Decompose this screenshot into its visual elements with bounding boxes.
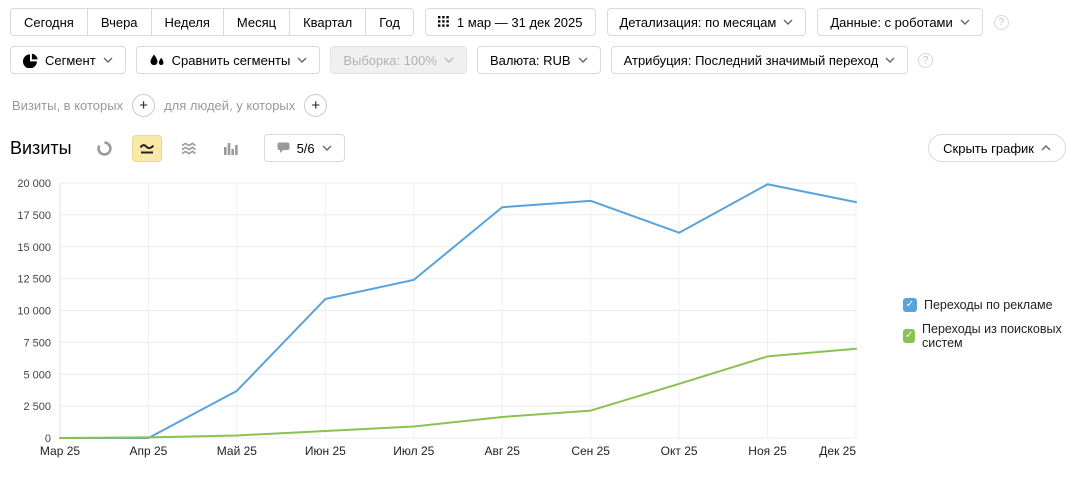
legend-label: Переходы по рекламе (924, 298, 1053, 312)
attribution-dropdown[interactable]: Атрибуция: Последний значимый переход (610, 46, 909, 74)
stacked-area-icon (181, 141, 197, 155)
chart-type-pie-button[interactable] (90, 135, 120, 162)
compare-drops-icon (149, 54, 165, 67)
chevron-down-icon (297, 57, 307, 63)
currency-label: Валюта: RUB (489, 52, 571, 68)
chart-title: Визиты (10, 137, 72, 158)
chevron-down-icon (885, 57, 895, 63)
chevron-down-icon (783, 19, 793, 25)
currency-dropdown[interactable]: Валюта: RUB (476, 46, 601, 74)
detail-label: Детализация: по месяцам (619, 14, 777, 30)
toolbar-filter-row: Сегмент Сравнить сегменты Выборка: 100% … (0, 36, 1080, 74)
hide-chart-button[interactable]: Скрыть график (928, 134, 1066, 162)
chevron-down-icon (960, 19, 970, 25)
svg-text:10 000: 10 000 (17, 306, 51, 318)
conditions-row: Визиты, в которых + для людей, у которых… (0, 74, 1080, 117)
svg-text:Мар 25: Мар 25 (40, 444, 80, 458)
segment-dropdown[interactable]: Сегмент (10, 46, 126, 74)
visits-condition-label: Визиты, в которых (12, 98, 124, 113)
svg-text:20 000: 20 000 (17, 178, 51, 190)
svg-text:Авг 25: Авг 25 (485, 444, 521, 458)
chevron-down-icon (322, 145, 332, 151)
legend-label: Переходы из поисковых систем (922, 322, 1062, 350)
segment-pie-icon (23, 53, 38, 68)
sampling-dropdown: Выборка: 100% (330, 46, 467, 74)
comments-count-label: 5/6 (296, 140, 315, 156)
svg-text:7 500: 7 500 (23, 337, 51, 349)
chevron-down-icon (103, 57, 113, 63)
donut-chart-icon (97, 140, 112, 156)
svg-text:Ноя 25: Ноя 25 (748, 444, 787, 458)
chevron-down-icon (578, 57, 588, 63)
svg-text:0: 0 (45, 433, 51, 445)
visits-chart: Мар 25 Апр 25 Май 25 Июн 25 Июл 25 Авг 25 Сен … (17, 178, 857, 458)
chart-section: Мар 25 Апр 25 Май 25 Июн 25 Июл 25 Авг 25 Сен … (0, 178, 1080, 473)
compare-segments-label: Сравнить сегменты (171, 52, 291, 68)
add-visit-condition-button[interactable]: + (132, 94, 156, 117)
period-month-button[interactable]: Месяц (222, 8, 291, 36)
period-quarter-button[interactable]: Квартал (289, 8, 367, 36)
data-mode-dropdown[interactable]: Данные: с роботами (817, 8, 983, 36)
svg-text:Дек 25: Дек 25 (819, 444, 856, 458)
line-chart-icon (139, 142, 155, 155)
calendar-icon (437, 16, 450, 28)
period-today-button[interactable]: Сегодня (10, 8, 88, 36)
svg-text:Июл 25: Июл 25 (393, 444, 434, 458)
chart-type-line-button[interactable] (131, 134, 162, 162)
data-mode-label: Данные: с роботами (830, 14, 953, 30)
legend-item-search[interactable]: ✓ Переходы из поисковых систем (903, 322, 1080, 350)
checkbox-checked-icon[interactable]: ✓ (903, 329, 916, 343)
period-week-button[interactable]: Неделя (150, 8, 224, 36)
svg-text:15 000: 15 000 (17, 242, 51, 254)
bar-chart-icon (223, 141, 238, 155)
svg-text:Окт 25: Окт 25 (661, 444, 698, 458)
legend-item-ads[interactable]: ✓ Переходы по рекламе (903, 298, 1080, 312)
comments-dropdown[interactable]: 5/6 (263, 134, 345, 162)
chart-header: Визиты (0, 117, 1080, 162)
svg-text:17 500: 17 500 (17, 210, 51, 222)
chevron-down-icon (444, 57, 454, 63)
chart-type-stacked-button[interactable] (174, 135, 204, 162)
svg-text:Апр 25: Апр 25 (130, 444, 168, 458)
svg-text:Май 25: Май 25 (217, 444, 258, 458)
date-range-label: 1 мар — 31 дек 2025 (456, 14, 583, 30)
chart-type-columns-button[interactable] (216, 135, 246, 162)
sampling-label: Выборка: 100% (343, 52, 437, 68)
people-condition-label: для людей, у которых (164, 98, 296, 113)
chevron-up-icon (1041, 145, 1051, 151)
help-icon[interactable]: ? (993, 14, 1009, 30)
period-year-button[interactable]: Год (365, 8, 414, 36)
add-people-condition-button[interactable]: + (304, 94, 328, 117)
help-icon[interactable]: ? (918, 52, 934, 68)
toolbar-period-row: Сегодня Вчера Неделя Месяц Квартал Год 1… (0, 0, 1080, 36)
svg-text:Сен 25: Сен 25 (571, 444, 610, 458)
checkbox-checked-icon[interactable]: ✓ (903, 298, 917, 312)
svg-text:12 500: 12 500 (17, 274, 51, 286)
period-yesterday-button[interactable]: Вчера (86, 8, 152, 36)
comment-bubble-icon (277, 142, 290, 154)
detail-dropdown[interactable]: Детализация: по месяцам (606, 8, 807, 36)
compare-segments-dropdown[interactable]: Сравнить сегменты (135, 46, 321, 74)
period-segmented-control: Сегодня Вчера Неделя Месяц Квартал Год (10, 8, 414, 36)
attribution-label: Атрибуция: Последний значимый переход (623, 52, 879, 68)
hide-chart-label: Скрыть график (943, 140, 1034, 156)
svg-text:5 000: 5 000 (23, 369, 51, 381)
date-range-button[interactable]: 1 мар — 31 дек 2025 (424, 8, 596, 36)
segment-label: Сегмент (45, 52, 96, 68)
svg-text:Июн 25: Июн 25 (305, 444, 346, 458)
svg-text:2 500: 2 500 (23, 401, 51, 413)
chart-legend: ✓ Переходы по рекламе ✓ Переходы из поис… (903, 298, 1080, 350)
